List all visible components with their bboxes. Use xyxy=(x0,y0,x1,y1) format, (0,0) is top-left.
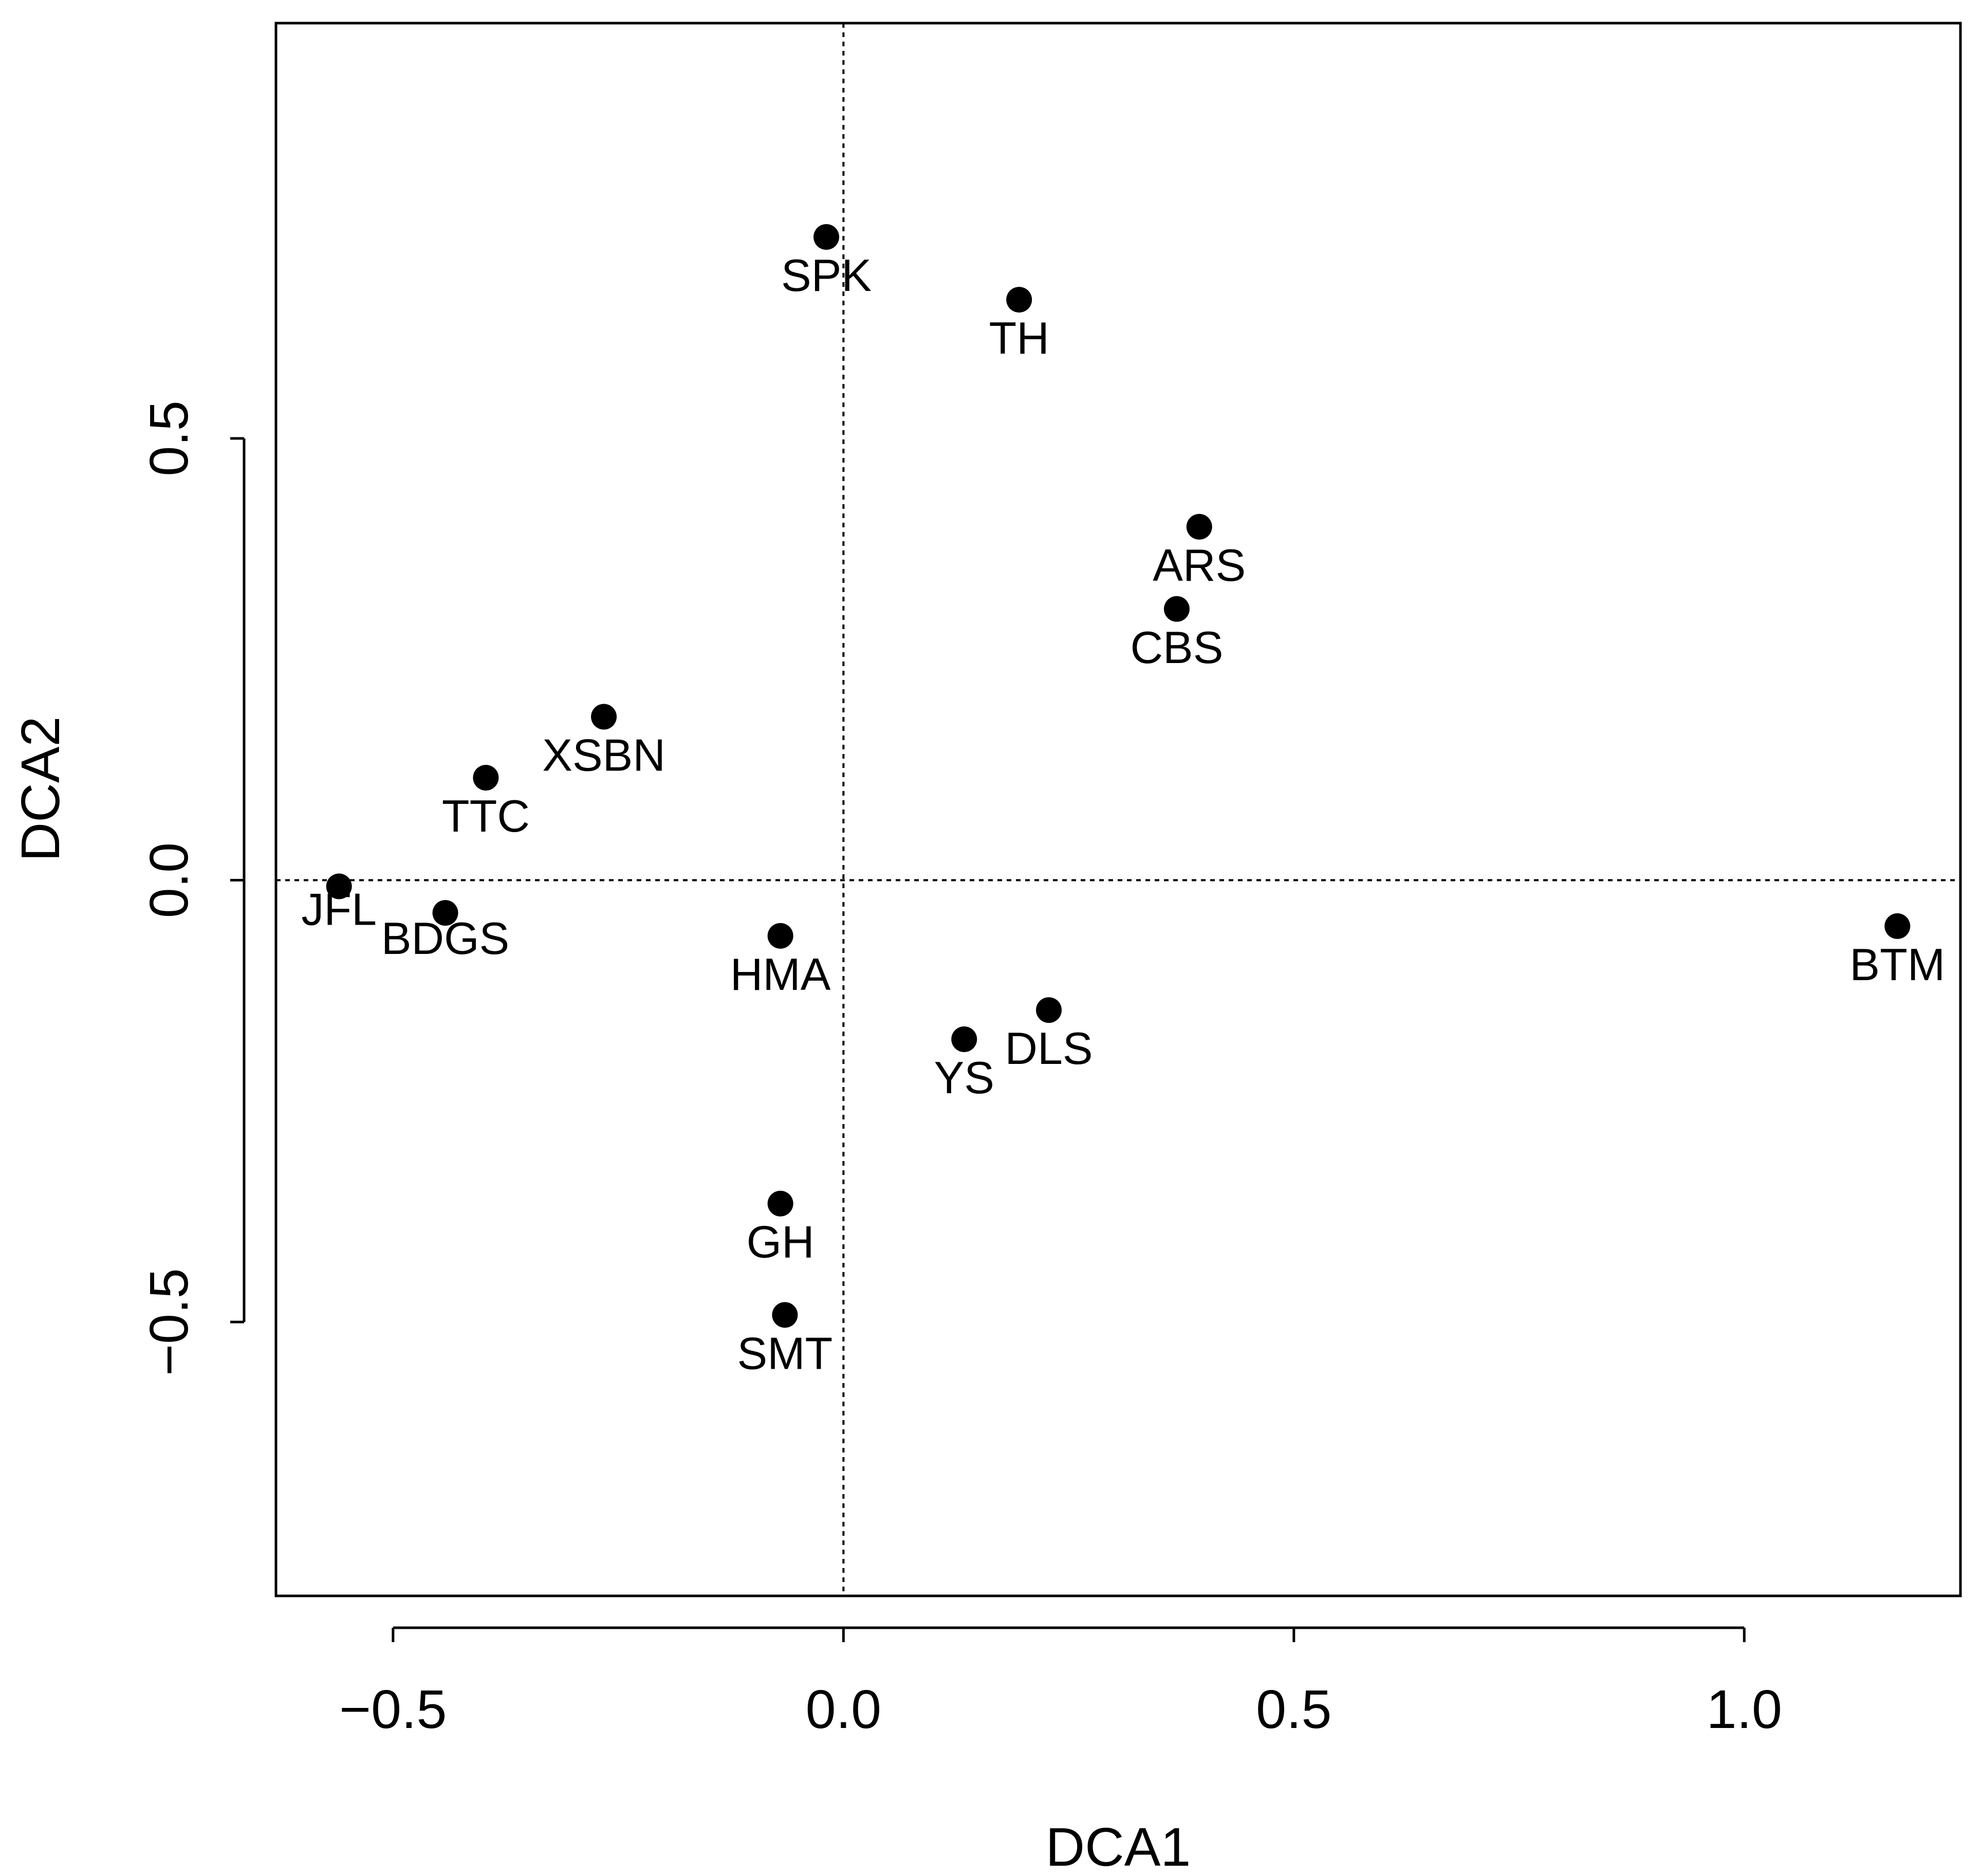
data-point-th xyxy=(1006,287,1032,313)
y-tick-label: 0.0 xyxy=(139,842,199,918)
data-point-cbs xyxy=(1163,596,1190,622)
point-label-cbs: CBS xyxy=(1130,622,1223,673)
x-tick-label: 1.0 xyxy=(1707,1679,1782,1740)
point-label-spk: SPK xyxy=(781,250,872,301)
point-label-ars: ARS xyxy=(1153,540,1246,591)
data-point-jfl xyxy=(326,873,352,899)
data-point-ars xyxy=(1186,513,1212,540)
point-label-th: TH xyxy=(989,312,1049,363)
y-axis-label: DCA2 xyxy=(10,716,71,862)
point-label-btm: BTM xyxy=(1849,939,1945,990)
point-label-ys: YS xyxy=(934,1052,994,1103)
reference-lines xyxy=(276,23,1960,1596)
data-point-spk xyxy=(813,224,840,250)
point-label-hma: HMA xyxy=(730,949,831,1000)
y-tick-label: 0.5 xyxy=(139,400,199,476)
point-label-gh: GH xyxy=(747,1217,814,1267)
x-tick-label: 0.0 xyxy=(806,1679,881,1740)
x-tick-label: −0.5 xyxy=(339,1679,447,1740)
y-tick-label: −0.5 xyxy=(139,1268,199,1375)
data-point-hma xyxy=(767,923,793,949)
data-point-xsbn xyxy=(591,704,617,730)
data-points xyxy=(326,224,1911,1328)
point-label-ttc: TTC xyxy=(442,790,530,841)
data-point-bdgs xyxy=(432,900,458,926)
x-tick-label: 0.5 xyxy=(1256,1679,1331,1740)
data-point-ys xyxy=(951,1026,977,1052)
y-axis: −0.5 0.0 0.5 xyxy=(139,400,246,1376)
x-axis: −0.5 0.0 0.5 1.0 xyxy=(339,1626,1782,1740)
data-point-dls xyxy=(1036,997,1062,1023)
point-label-bdgs: BDGS xyxy=(381,913,509,964)
x-axis-label: DCA1 xyxy=(1046,1817,1191,1876)
data-point-ttc xyxy=(473,765,499,791)
point-label-jfl: JFL xyxy=(301,884,377,935)
point-label-smt: SMT xyxy=(737,1328,833,1378)
plot-frame xyxy=(274,22,1962,1597)
point-label-dls: DLS xyxy=(1005,1023,1093,1074)
data-point-smt xyxy=(772,1302,798,1328)
data-point-gh xyxy=(767,1190,793,1217)
data-point-btm xyxy=(1884,913,1911,939)
point-label-xsbn: XSBN xyxy=(542,729,665,780)
